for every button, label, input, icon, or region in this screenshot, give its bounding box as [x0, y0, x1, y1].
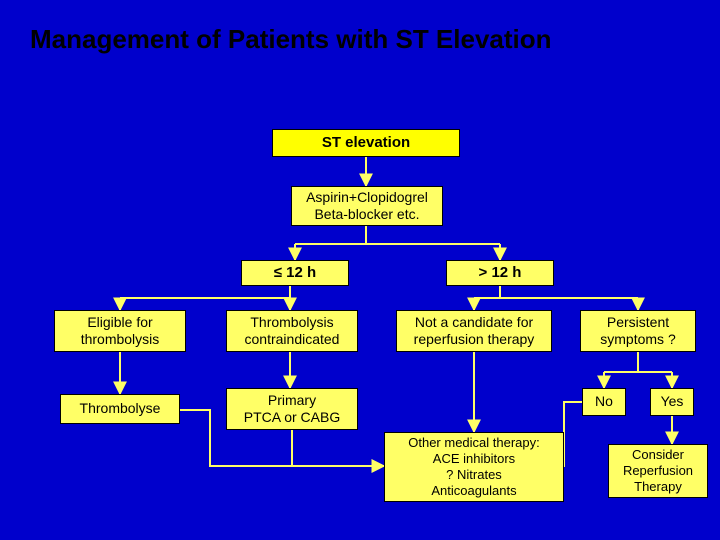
diagram-title: Management of Patients with ST Elevation — [30, 24, 552, 55]
node-contraindicated: Thrombolysis contraindicated — [226, 310, 358, 352]
node-persistent: Persistent symptoms ? — [580, 310, 696, 352]
node-consider: Consider Reperfusion Therapy — [608, 444, 708, 498]
node-eligible: Eligible for thrombolysis — [54, 310, 186, 352]
node-no: No — [582, 388, 626, 416]
node-ptca: Primary PTCA or CABG — [226, 388, 358, 430]
node-not_candidate: Not a candidate for reperfusion therapy — [396, 310, 552, 352]
node-gt12: > 12 h — [446, 260, 554, 286]
node-other_therapy: Other medical therapy: ACE inhibitors ? … — [384, 432, 564, 502]
node-st_elevation: ST elevation — [272, 129, 460, 157]
node-lte12: ≤ 12 h — [241, 260, 349, 286]
flowchart-canvas: Management of Patients with ST Elevation… — [0, 0, 720, 540]
node-yes: Yes — [650, 388, 694, 416]
node-aspirin: Aspirin+Clopidogrel Beta-blocker etc. — [291, 186, 443, 226]
node-thrombolyse: Thrombolyse — [60, 394, 180, 424]
